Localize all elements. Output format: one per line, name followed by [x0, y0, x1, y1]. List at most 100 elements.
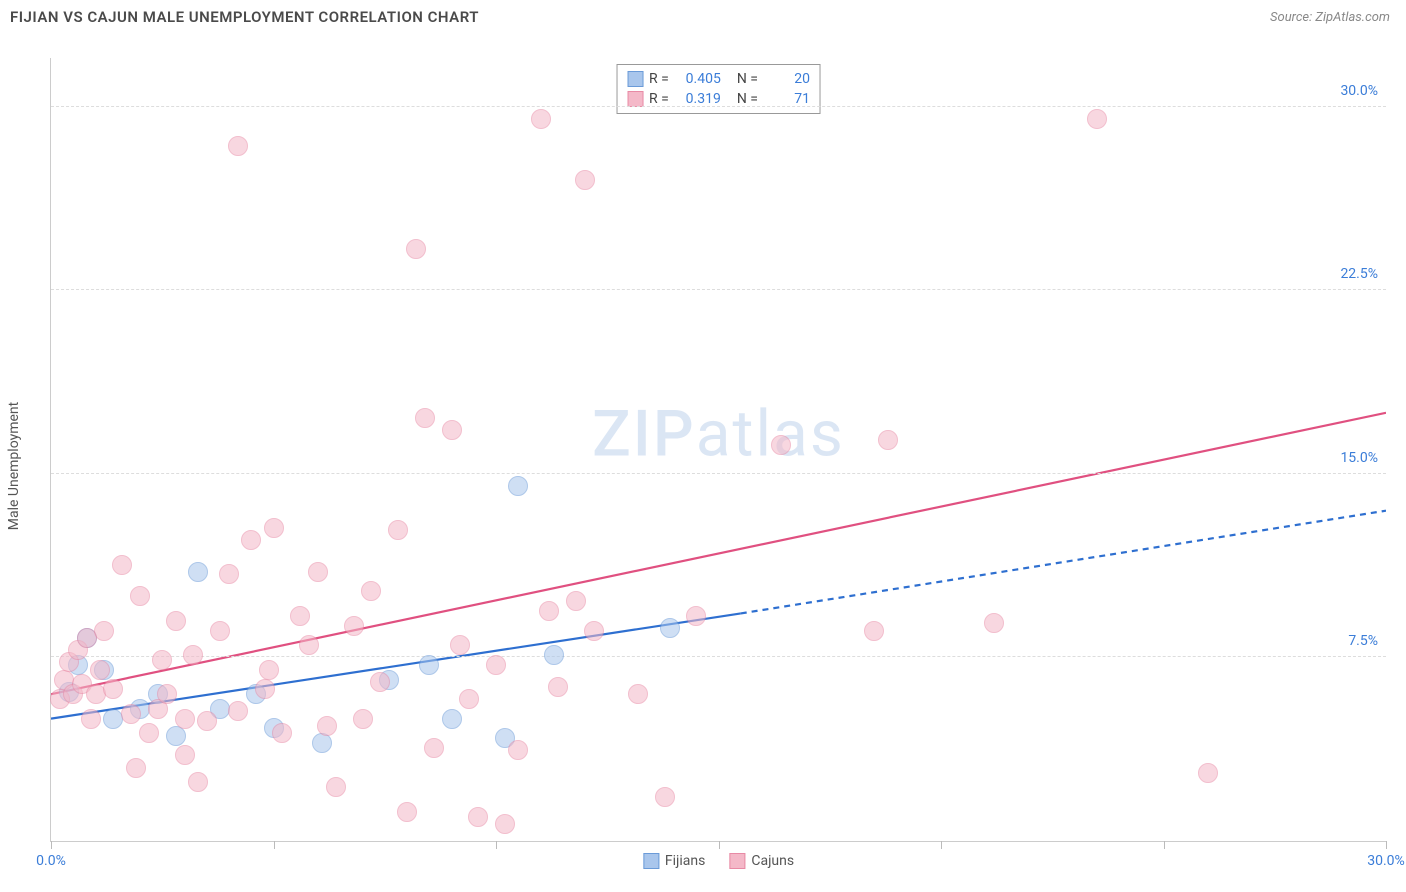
data-point [90, 660, 110, 680]
x-tick-label: 0.0% [36, 853, 66, 869]
data-point [103, 679, 123, 699]
data-point [660, 618, 680, 638]
data-point [1087, 109, 1107, 129]
legend-r-value: 0.405 [679, 71, 721, 87]
data-point [442, 709, 462, 729]
data-point [575, 170, 595, 190]
x-tick [1386, 841, 1387, 849]
legend-n-label: N = [737, 91, 758, 107]
data-point [397, 802, 417, 822]
data-point [655, 787, 675, 807]
legend-swatch [729, 853, 745, 869]
data-point [139, 723, 159, 743]
data-point [259, 660, 279, 680]
y-tick-label: 15.0% [1340, 450, 1378, 466]
x-tick [274, 841, 275, 849]
gridline [51, 106, 1386, 107]
data-point [486, 655, 506, 675]
data-point [468, 807, 488, 827]
data-point [361, 581, 381, 601]
data-point [353, 709, 373, 729]
legend-n-label: N = [737, 71, 758, 87]
gridline [51, 473, 1386, 474]
data-point [508, 476, 528, 496]
data-point [539, 601, 559, 621]
data-point [166, 611, 186, 631]
data-point [419, 655, 439, 675]
data-point [566, 591, 586, 611]
x-tick [496, 841, 497, 849]
legend-r-label: R = [649, 71, 669, 87]
data-point [312, 733, 332, 753]
data-point [228, 136, 248, 156]
data-point [317, 716, 337, 736]
data-point [450, 635, 470, 655]
y-tick-label: 30.0% [1340, 83, 1378, 99]
legend-r-label: R = [649, 91, 669, 107]
y-tick-label: 7.5% [1348, 633, 1378, 649]
data-point [152, 650, 172, 670]
legend-swatch [627, 91, 643, 107]
series-legend: Fijians Cajuns [643, 853, 794, 869]
data-point [299, 635, 319, 655]
data-point [228, 701, 248, 721]
data-point [442, 420, 462, 440]
x-tick [941, 841, 942, 849]
source-label: Source: ZipAtlas.com [1270, 10, 1390, 25]
data-point [984, 613, 1004, 633]
legend-swatch [627, 71, 643, 87]
x-tick [719, 841, 720, 849]
legend-row: R = 0.405 N = 20 [627, 69, 810, 89]
data-point [183, 645, 203, 665]
data-point [175, 709, 195, 729]
data-point [272, 723, 292, 743]
scatter-plot: ZIPatlas R =0.405N =20R =0.319N =71 Fiji… [50, 58, 1386, 842]
data-point [544, 645, 564, 665]
data-point [584, 621, 604, 641]
data-point [388, 520, 408, 540]
data-point [531, 109, 551, 129]
data-point [175, 745, 195, 765]
data-point [290, 606, 310, 626]
chart-title: FIJIAN VS CAJUN MALE UNEMPLOYMENT CORREL… [10, 8, 479, 26]
legend-swatch [643, 853, 659, 869]
data-point [126, 758, 146, 778]
y-axis-label: Male Unemployment [6, 402, 22, 530]
data-point [241, 530, 261, 550]
data-point [495, 814, 515, 834]
legend-series-name: Fijians [665, 853, 705, 869]
data-point [686, 606, 706, 626]
data-point [864, 621, 884, 641]
legend-series-name: Cajuns [751, 853, 794, 869]
data-point [94, 621, 114, 641]
data-point [219, 564, 239, 584]
legend-item: Cajuns [729, 853, 794, 869]
data-point [424, 738, 444, 758]
data-point [255, 679, 275, 699]
data-point [81, 709, 101, 729]
legend-item: Fijians [643, 853, 705, 869]
data-point [406, 239, 426, 259]
gridline [51, 656, 1386, 657]
data-point [210, 621, 230, 641]
data-point [415, 408, 435, 428]
data-point [459, 689, 479, 709]
data-point [878, 430, 898, 450]
gridline [51, 289, 1386, 290]
data-point [344, 616, 364, 636]
y-tick-label: 22.5% [1340, 266, 1378, 282]
x-tick-label: 30.0% [1367, 853, 1405, 869]
legend-n-value: 71 [768, 91, 810, 107]
data-point [157, 684, 177, 704]
x-tick [51, 841, 52, 849]
data-point [326, 777, 346, 797]
data-point [548, 677, 568, 697]
watermark: ZIPatlas [592, 396, 845, 471]
legend-r-value: 0.319 [679, 91, 721, 107]
legend-n-value: 20 [768, 71, 810, 87]
data-point [628, 684, 648, 704]
data-point [130, 586, 150, 606]
data-point [1198, 763, 1218, 783]
data-point [188, 772, 208, 792]
data-point [166, 726, 186, 746]
